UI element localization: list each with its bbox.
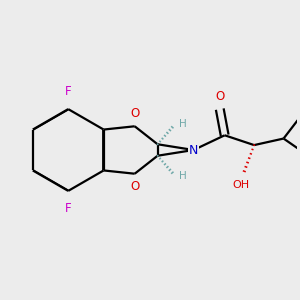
Text: N: N (189, 143, 198, 157)
Text: F: F (65, 85, 71, 98)
Text: H: H (179, 119, 187, 129)
Text: F: F (65, 202, 71, 215)
Text: OH: OH (232, 180, 250, 190)
Text: O: O (130, 180, 139, 193)
Text: H: H (179, 171, 187, 181)
Text: O: O (130, 107, 139, 120)
Text: O: O (215, 90, 224, 103)
